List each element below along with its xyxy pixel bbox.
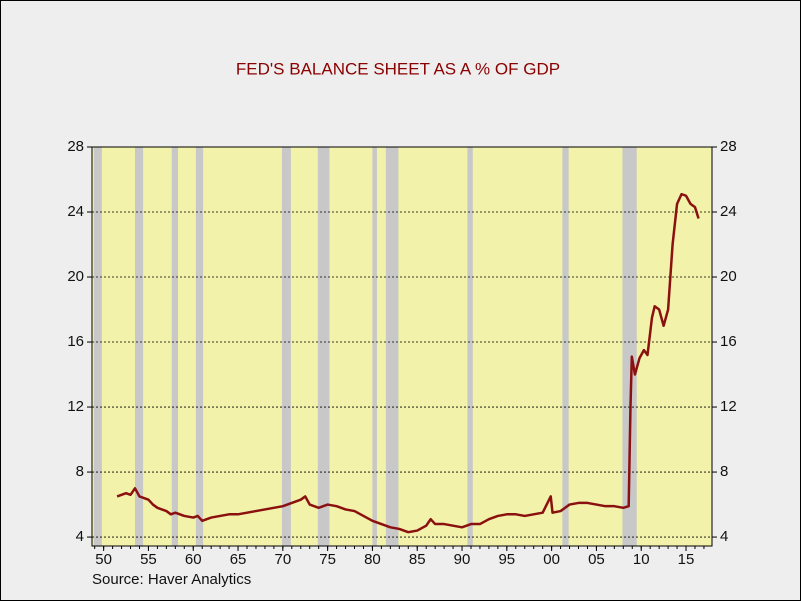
data-line — [116, 192, 700, 534]
y2-tick-label: 24 — [720, 203, 737, 220]
x-tick-label: 60 — [185, 551, 202, 568]
recession-band — [93, 147, 102, 546]
x-tick-label: 15 — [678, 551, 695, 568]
recession-band — [622, 147, 637, 546]
recession-band — [467, 147, 473, 546]
x-tick-label: 10 — [633, 551, 650, 568]
recession-band — [195, 147, 204, 546]
recession-band — [171, 147, 179, 546]
plot-frame — [91, 146, 713, 547]
x-tick-label: 55 — [140, 551, 157, 568]
x-tick-label: 95 — [498, 551, 515, 568]
recession-band — [562, 147, 569, 546]
y2-tick-label: 4 — [720, 528, 728, 545]
chart-title: FED'S BALANCE SHEET AS A % OF GDP — [236, 59, 560, 78]
y2-tick-label: 16 — [720, 333, 737, 350]
x-tick-label: 00 — [543, 551, 560, 568]
x-tick-label: 05 — [588, 551, 605, 568]
y2-tick-label: 20 — [720, 268, 737, 285]
y-tick-label: 4 — [76, 528, 84, 545]
recession-band — [385, 147, 399, 546]
y-tick-label: 16 — [67, 333, 84, 350]
x-tick-label: 80 — [364, 551, 381, 568]
y-tick-label: 28 — [67, 138, 84, 155]
y2-tick-label: 8 — [720, 463, 728, 480]
recession-band — [317, 147, 330, 546]
recession-band — [281, 147, 291, 546]
x-tick-label: 65 — [230, 551, 247, 568]
x-tick-label: 90 — [454, 551, 471, 568]
x-tick-label: 75 — [319, 551, 336, 568]
y-tick-label: 8 — [76, 463, 84, 480]
y2-tick-label: 28 — [720, 138, 737, 155]
y2-tick-label: 12 — [720, 398, 737, 415]
source: Source: Haver Analytics — [92, 571, 251, 588]
x-tick-label: 85 — [409, 551, 426, 568]
x-tick-label: 50 — [95, 551, 112, 568]
x-tick-label: 70 — [274, 551, 291, 568]
recession-band — [135, 147, 144, 546]
recession-band — [372, 147, 377, 546]
y-tick-label: 20 — [67, 268, 84, 285]
y-tick-label: 24 — [67, 203, 84, 220]
plot-area — [92, 147, 712, 546]
y-tick-label: 12 — [67, 398, 84, 415]
